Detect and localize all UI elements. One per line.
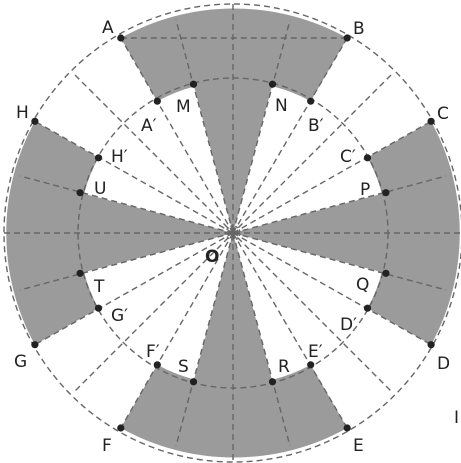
label-r: R xyxy=(278,357,290,377)
ray-o-e xyxy=(232,232,348,429)
point-r xyxy=(268,378,277,386)
region-right-outer xyxy=(367,121,460,345)
ray-o-r xyxy=(232,232,291,447)
point-e xyxy=(343,424,351,432)
center-ring xyxy=(225,225,241,241)
ray-o-n xyxy=(232,19,291,234)
ray-o-h xyxy=(34,120,234,234)
point-b-prime xyxy=(307,97,315,105)
ray-o-u xyxy=(19,175,234,234)
label-b: B xyxy=(353,19,365,39)
region-left-outer xyxy=(6,121,99,345)
label-h-prime: H′ xyxy=(111,147,128,167)
point-p xyxy=(382,189,390,197)
point-s xyxy=(189,378,198,386)
point-q xyxy=(382,269,390,277)
label-f: F xyxy=(102,436,112,456)
point-d xyxy=(427,341,435,349)
point-u xyxy=(76,189,84,197)
label-g-prime: G′ xyxy=(111,306,128,326)
point-f xyxy=(117,424,125,432)
region-left-wedge xyxy=(74,192,233,274)
ray-o-b xyxy=(232,37,348,234)
label-d-prime: D′ xyxy=(340,315,357,335)
ray-o-d xyxy=(232,232,432,346)
label-n: N xyxy=(275,96,288,116)
label-e-prime: E′ xyxy=(308,342,323,362)
ray-o-g xyxy=(34,232,234,346)
ray-o-t xyxy=(19,232,234,291)
label-t: T xyxy=(93,277,105,297)
region-top-outer xyxy=(120,8,348,102)
dashed-lines xyxy=(3,3,461,463)
label-g: G xyxy=(14,352,27,372)
label-c: C xyxy=(437,104,449,124)
shaded-regions xyxy=(6,8,460,458)
label-center-o: O xyxy=(205,247,219,267)
label-f-prime: F′ xyxy=(146,342,160,362)
label-s: S xyxy=(178,357,189,377)
label-h: H xyxy=(16,103,29,123)
ray-o-f xyxy=(120,232,234,429)
ray-o-q xyxy=(232,232,447,291)
point-d-prime xyxy=(363,304,372,312)
label-q: Q xyxy=(356,275,369,295)
point-m xyxy=(189,80,198,88)
point-a-prime xyxy=(153,97,161,105)
point-labels: A B C D E F G H A′ B′ C′ D′ E′ F′ G′ H′ … xyxy=(14,18,459,456)
ray-o-s xyxy=(175,232,234,447)
label-m: M xyxy=(176,97,191,117)
point-f-prime xyxy=(153,361,161,369)
point-c-prime xyxy=(363,154,372,162)
point-g-prime xyxy=(94,304,103,312)
point-n xyxy=(268,80,277,88)
label-d: D xyxy=(437,354,450,374)
label-c-prime: C′ xyxy=(340,147,356,167)
label-b-prime: B′ xyxy=(308,116,324,136)
edge-mark: I xyxy=(454,408,459,428)
point-b xyxy=(343,34,351,42)
point-c xyxy=(427,117,435,125)
region-bottom-outer xyxy=(120,364,348,458)
label-e: E xyxy=(353,436,364,456)
point-h xyxy=(31,117,39,125)
point-a xyxy=(117,34,125,42)
ray-o-c xyxy=(232,120,432,234)
label-p: P xyxy=(360,180,370,200)
point-e-prime xyxy=(307,361,315,369)
ray-o-m xyxy=(175,19,234,234)
ray-o-a xyxy=(120,37,234,234)
region-right-wedge xyxy=(233,192,392,274)
label-a: A xyxy=(102,18,114,38)
point-h-prime xyxy=(94,154,103,162)
label-u: U xyxy=(94,179,106,199)
point-g xyxy=(31,341,39,349)
ray-o-p xyxy=(232,175,447,234)
label-a-prime: A′ xyxy=(141,116,157,136)
points xyxy=(31,34,435,432)
point-t xyxy=(76,269,84,277)
